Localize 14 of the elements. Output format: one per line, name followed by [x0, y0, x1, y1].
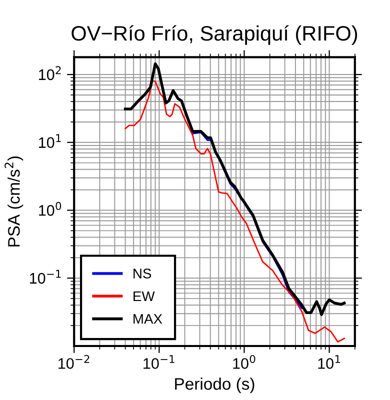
x-tick-label: 10$^{−2}$ — [58, 354, 90, 369]
x-tick-label: 10$^{0}$ — [233, 354, 256, 369]
y-tick-label: 10$^{2}$ — [39, 66, 61, 80]
y-axis-title: PSA (cm/s$^{2}$) — [4, 156, 24, 246]
x-tick-label: 10$^{1}$ — [318, 355, 340, 369]
chart-title: OV−Río Frío, Sarapiquí (RIFO) — [72, 25, 358, 45]
x-axis-title: Periodo (s) — [175, 378, 254, 394]
legend-label: EW — [134, 291, 155, 302]
y-tick-label: 10$^{−1}$ — [30, 270, 61, 284]
y-tick-label: 10$^{1}$ — [39, 134, 61, 148]
legend-label: MAX — [134, 314, 162, 324]
x-tick-label: 10$^{−1}$ — [144, 355, 174, 369]
y-tick-label: 10$^{0}$ — [39, 202, 62, 216]
legend-label: NS — [134, 268, 152, 278]
